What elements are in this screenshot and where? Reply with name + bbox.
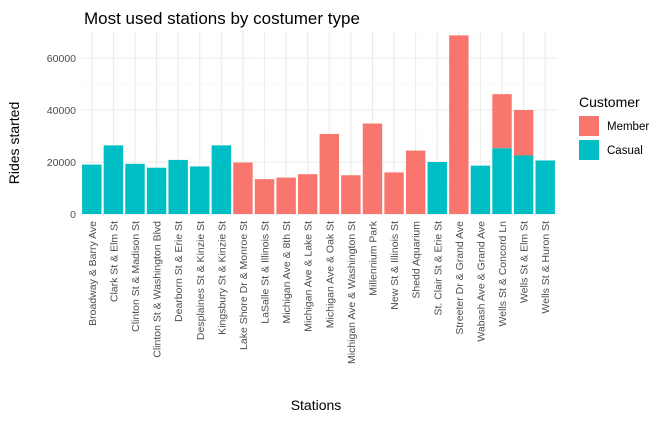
bar-member — [492, 94, 512, 149]
bar-member — [254, 179, 275, 214]
bar-member — [233, 162, 253, 214]
legend: Customer Member Casual — [579, 94, 649, 160]
bar-casual — [125, 163, 145, 214]
x-tick-label: Michigan Ave & Oak St — [324, 221, 336, 328]
x-tick-label: Wells St & Elm St — [519, 221, 531, 303]
bar-member — [513, 110, 534, 156]
bar-casual — [535, 160, 555, 214]
x-tick-label: Wells St & Concord Ln — [497, 221, 509, 327]
bar-casual — [513, 155, 534, 214]
y-tick-label: 0 — [70, 209, 76, 221]
x-tick-label: Streeter Dr & Grand Ave — [454, 221, 466, 335]
x-tick-label: Clinton St & Madison St — [130, 221, 142, 332]
bar-casual — [427, 162, 447, 214]
bar-member — [297, 174, 318, 214]
bar-casual — [168, 159, 188, 214]
bar-casual — [103, 145, 124, 214]
legend-label-member: Member — [607, 121, 649, 133]
y-tick-label: 60000 — [47, 53, 76, 65]
bar-member — [319, 133, 340, 214]
chart-title: Most used stations by costumer type — [84, 9, 360, 28]
x-tick-label: Wabash Ave & Grand Ave — [475, 221, 487, 342]
bar-casual — [190, 166, 210, 214]
x-tick-label: LaSalle St & Illinois St — [260, 221, 272, 324]
bar-casual — [82, 164, 102, 214]
x-tick-label: Lake Shore Dr & Monroe St — [238, 221, 250, 350]
x-axis-title: Stations — [291, 397, 342, 413]
x-tick-label: New St & Illinois St — [389, 221, 401, 310]
bar-member — [362, 123, 383, 214]
x-tick-label: Wells St & Huron St — [540, 221, 552, 314]
bar-casual — [211, 145, 232, 214]
y-axis-title: Rides started — [6, 102, 22, 184]
bar-casual — [470, 165, 491, 214]
x-tick-label: Millennium Park — [367, 220, 379, 295]
legend-swatch-casual — [579, 140, 599, 160]
x-tick-label: Clark St & Elm St — [108, 221, 120, 302]
bar-casual — [492, 148, 512, 214]
bars-layer — [82, 35, 555, 214]
x-tick-label: Michigan Ave & 8th St — [281, 221, 293, 324]
legend-label-casual: Casual — [607, 145, 643, 157]
x-tick-label: Michigan Ave & Washington St — [346, 221, 358, 364]
x-tick-layer: Broadway & Barry Ave Clark St & Elm St Cli… — [87, 220, 552, 364]
x-tick-label: Clinton St & Washington Blvd — [152, 221, 164, 358]
legend-swatch-member — [579, 116, 599, 136]
y-tick-label: 20000 — [47, 157, 76, 169]
y-tick-label: 40000 — [47, 105, 76, 117]
x-tick-label: Kingsbury St & Kinzie St — [216, 221, 228, 335]
x-tick-label: Desplaines St & Kinzie St — [195, 221, 207, 340]
x-tick-label: Shedd Aquarium — [411, 221, 423, 299]
bar-member — [384, 172, 404, 214]
legend-title: Customer — [579, 94, 640, 110]
bar-casual — [146, 167, 167, 214]
y-tick-layer: 0 20000 40000 60000 — [47, 53, 76, 221]
bar-member — [276, 177, 296, 214]
bar-member — [341, 175, 361, 214]
x-tick-label: Dearborn St & Erie St — [173, 221, 185, 322]
x-tick-label: St. Clair St & Erie St — [432, 221, 444, 316]
x-tick-label: Broadway & Barry Ave — [87, 221, 99, 326]
bar-member — [449, 35, 469, 214]
x-tick-label: Michigan Ave & Lake St — [303, 221, 315, 332]
bar-member — [405, 150, 426, 214]
